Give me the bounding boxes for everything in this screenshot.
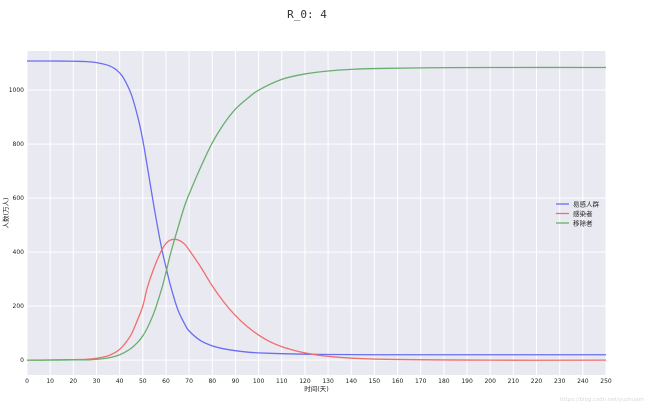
infected-line [26,238,607,361]
plot-area [27,51,606,375]
susceptible-line [26,60,606,356]
x-tick-label: 250 [600,378,612,385]
x-tick-label: 230 [554,378,566,385]
y-tick-label: 1000 [9,87,24,94]
x-tick-label: 140 [346,378,358,385]
x-tick-label: 210 [508,378,520,385]
x-tick-label: 40 [116,378,124,385]
x-tick-labels: 0 10 20 30 40 50 60 70 80 90 100 110 120 130 140 150 160… [25,378,612,385]
x-tick-label: 10 [46,378,54,385]
y-tick-labels: 0 200 400 600 800 1000 [9,87,24,364]
grid-lines [26,51,607,375]
y-tick-label: 0 [20,357,24,364]
x-tick-label: 120 [299,378,311,385]
x-tick-label: 0 [25,378,29,385]
series-lines [26,60,607,361]
y-tick-label: 600 [13,195,25,202]
x-tick-label: 240 [577,378,589,385]
x-tick-label: 150 [369,378,381,385]
x-tick-label: 100 [253,378,265,385]
watermark: https://blog.csdn.net/yuzhuam [560,397,644,403]
x-tick-label: 200 [484,378,496,385]
x-tick-label: 20 [69,378,77,385]
y-axis-label: 人数(万人) [1,197,10,228]
removed-line [26,66,607,361]
legend-label: 易感人群 [573,199,600,208]
x-tick-label: 30 [93,378,101,385]
x-tick-label: 160 [392,378,404,385]
x-tick-label: 90 [232,378,240,385]
x-tick-label: 170 [415,378,427,385]
x-tick-label: 80 [208,378,216,385]
x-tick-label: 110 [276,378,288,385]
x-axis-label: 时间(天) [304,384,329,393]
legend-label: 移除者 [573,218,593,227]
y-tick-label: 400 [13,249,25,256]
x-tick-label: 70 [185,378,193,385]
y-tick-label: 200 [13,303,25,310]
x-tick-label: 60 [162,378,170,385]
chart-title: R_0: 4 [287,8,327,21]
x-tick-label: 190 [461,378,473,385]
legend-label: 感染者 [573,209,593,218]
x-tick-label: 130 [322,378,334,385]
x-tick-label: 220 [531,378,543,385]
x-tick-label: 50 [139,378,147,385]
x-tick-label: 180 [438,378,450,385]
y-tick-label: 800 [13,141,25,148]
